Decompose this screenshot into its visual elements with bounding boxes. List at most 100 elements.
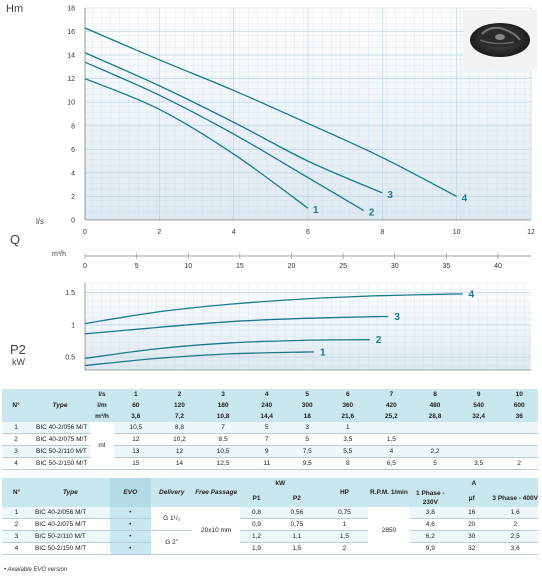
t1-cell: 1,5 — [369, 433, 414, 446]
t2-cell-a1: 9,9 — [409, 542, 451, 555]
t1-cell: 8,8 — [157, 422, 202, 434]
power-chart: 0.5 1 1.5 1 2 3 4 — [65, 283, 531, 371]
t2-cell-uf: 16 — [451, 507, 493, 519]
t2-cell-p1: 1,2 — [239, 530, 274, 543]
t1-flow-m3h: 14,4 — [260, 413, 274, 420]
head-xtick-label: 0 — [83, 229, 87, 236]
t1-cell: 15 — [114, 457, 158, 470]
t1-flow-ls: 6 — [345, 391, 350, 398]
power-ytick-label: 1.5 — [65, 290, 75, 297]
t1-cell: 13 — [114, 445, 158, 458]
t1-cell: 10,5 — [201, 445, 245, 458]
t1-flow-m3h: 32,4 — [472, 413, 485, 420]
t2-cell-a3: 2 — [492, 518, 538, 531]
t1-flow-ls: 9 — [476, 391, 481, 398]
t1-flow-lm: 180 — [217, 402, 229, 409]
head-curve-2 — [84, 61, 365, 212]
t1-flow-m3h: 25,2 — [385, 413, 398, 420]
t1-row-type: BIC 50-2/110 M/T — [30, 445, 90, 458]
t1-col-type: Type — [52, 402, 68, 409]
head-curve-label: 3 — [387, 190, 393, 201]
t2-evo-bullet: • — [109, 542, 151, 555]
t2-row-type: BIC 50-2/110 M/T — [30, 530, 110, 543]
head-xtick-label: 12 — [527, 229, 535, 236]
t1-cell: 10,2 — [157, 433, 202, 446]
t2-cell-uf: 20 — [451, 518, 493, 531]
power-grid — [85, 283, 531, 370]
t2-col-uf: μf — [468, 494, 475, 502]
t2-col-free: Free Passage — [195, 489, 238, 496]
head-ytick-label: 12 — [67, 76, 75, 83]
t1-flow-ls: 3 — [221, 391, 225, 398]
t2-cell-a3: 1,6 — [492, 507, 538, 519]
t1-cell: 3,5 — [456, 457, 501, 470]
head-ytick-label: 0 — [71, 218, 75, 225]
t1-unit-mt: mt — [90, 422, 114, 470]
t2-row-n: 4 — [2, 542, 31, 555]
flow-head-table: N° Type l/s 1 2 3 4 5 6 7 8 9 10 l/m 60 … — [2, 389, 538, 470]
t1-cell: 10,5 — [114, 422, 158, 434]
t1-cell: 8 — [325, 457, 370, 470]
t1-flow-m3h: 10,8 — [216, 413, 230, 420]
head-curve-label: 2 — [369, 208, 375, 219]
t1-flow-ls: 1 — [134, 391, 138, 398]
t2-cell-a3: 3,6 — [492, 542, 538, 555]
q-tick-label: 20 — [288, 263, 296, 270]
t1-cell: 11 — [244, 457, 289, 470]
t2-cell-hp: 0,75 — [320, 507, 369, 519]
t2-delivery-2: G 2" — [150, 530, 193, 555]
head-xtick-label: 10 — [453, 229, 461, 236]
power-curve-label: 2 — [376, 335, 382, 346]
t1-flow-lm: 300 — [301, 402, 313, 409]
t1-cell: 7,5 — [288, 445, 326, 458]
t1-cell: 5,5 — [325, 445, 370, 458]
t2-rpm: 2850 — [368, 507, 410, 555]
t2-row-type: BIC 40-2/075 M/T — [30, 518, 110, 531]
t2-row-type: BIC 50-2/150 M/T — [30, 542, 110, 555]
t2-evo-bullet: • — [109, 507, 151, 519]
head-ytick-label: 18 — [67, 6, 75, 13]
q-tick-label: 15 — [236, 263, 244, 270]
t2-cell-uf: 30 — [451, 530, 493, 543]
t1-flow-lm: 480 — [429, 402, 441, 409]
t1-flow-ls: 7 — [389, 391, 394, 398]
power-curve-2 — [84, 339, 364, 360]
ls-label: l/s — [36, 217, 44, 226]
power-curve-label: 1 — [320, 347, 326, 358]
power-ytick-label: 0.5 — [65, 355, 75, 362]
head-ytick-label: 2 — [71, 194, 75, 201]
t2-row-n: 1 — [2, 507, 31, 519]
head-curve-1 — [84, 78, 309, 209]
p2-label: P2 — [10, 342, 26, 357]
head-xtick-label: 4 — [232, 229, 236, 236]
t2-col-kw: kW — [275, 480, 286, 487]
t2-cell-p1: 1,9 — [239, 542, 274, 555]
t2-row-n: 3 — [2, 530, 31, 543]
t2-col-p1: P1 — [252, 494, 261, 502]
kw-label: kW — [12, 357, 25, 367]
t2-cell-p2: 1,1 — [273, 530, 321, 543]
t2-cell-hp: 2 — [320, 542, 369, 555]
t1-row-n: 2 — [2, 433, 30, 446]
power-curve-3 — [84, 315, 383, 335]
t1-flow-lm: 240 — [261, 402, 273, 409]
head-xtick-label: 6 — [306, 229, 310, 236]
t1-flow-m3h: 36 — [515, 413, 523, 420]
t1-cell: 5 — [244, 422, 289, 434]
q-tick-label: 5 — [135, 263, 139, 270]
t2-cell-a1: 6,2 — [409, 530, 451, 543]
t2-cell-p2: 0,75 — [273, 518, 321, 531]
t1-flow-lm: 600 — [513, 402, 525, 409]
t2-col-evo: EVO — [109, 478, 151, 507]
footnote: • Available EVO version — [4, 567, 68, 573]
t1-cell — [500, 445, 538, 458]
t2-col-3ph: 3 Phase - 400V — [492, 494, 538, 502]
t1-cell — [456, 422, 501, 434]
t1-row-n: 3 — [2, 445, 30, 458]
t1-cell: 9 — [244, 445, 289, 458]
t1-cell: 1 — [325, 422, 370, 434]
t1-cell: 6,5 — [369, 457, 414, 470]
t1-flow-lm: 420 — [385, 402, 397, 409]
t1-cell: 12 — [157, 445, 202, 458]
